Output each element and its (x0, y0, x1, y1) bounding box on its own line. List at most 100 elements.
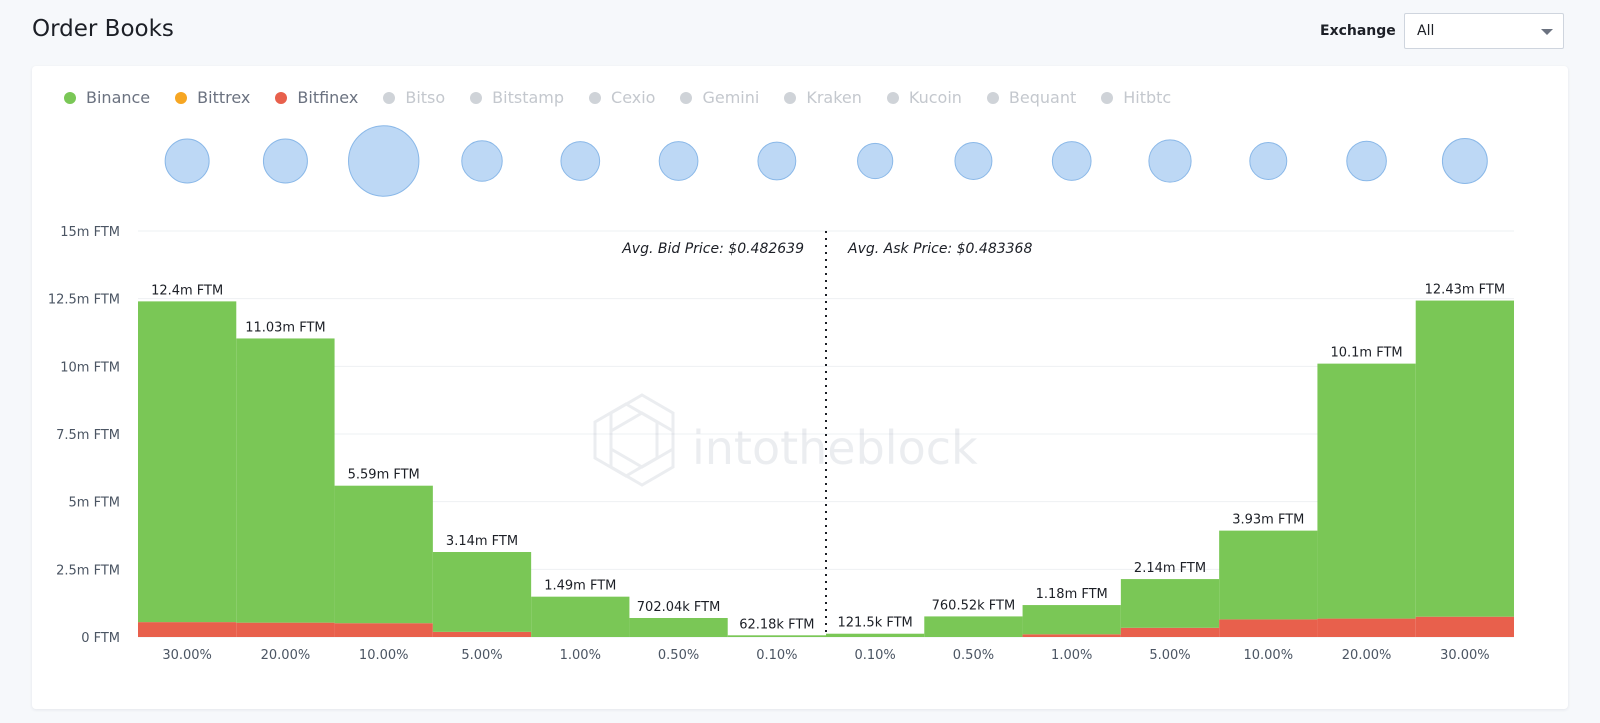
depth-bubble (348, 125, 420, 197)
page-title: Order Books (32, 16, 174, 42)
x-tick-label: 30.00% (1440, 648, 1490, 663)
legend-label: Binance (86, 88, 151, 107)
bar-total-label: 11.03m FTM (245, 320, 325, 335)
chevron-down-icon[interactable] (1541, 29, 1553, 35)
bar-bitfinex (334, 623, 433, 637)
order-book-card: Binance Bittrex Bitfinex Bitso Bitstamp Cexio… (32, 66, 1568, 709)
bar-bitfinex (1120, 627, 1220, 637)
legend-dot-icon (589, 91, 602, 104)
exchange-select-value: All (1417, 23, 1435, 39)
order-book-chart: 0 FTM 2.5m FTM 5m FTM 7.5m FTM 10m FTM 12.5m … (48, 125, 1514, 663)
bar-binance (432, 552, 532, 632)
bar-total-label: 10.1m FTM (1330, 346, 1402, 361)
bar-total-label: 3.14m FTM (446, 534, 518, 549)
depth-bubble (1346, 140, 1387, 182)
legend-dot-icon (470, 91, 483, 104)
watermark-hexagon (609, 393, 675, 469)
legend-item-kucoin[interactable]: Kucoin (886, 88, 962, 107)
legend-label: Bittrex (197, 88, 251, 107)
depth-bubble (560, 141, 601, 181)
exchange-label: Exchange (1320, 23, 1396, 39)
bar-binance (727, 635, 826, 637)
y-tick-label: 15m FTM (60, 225, 120, 240)
depth-bubble (1051, 141, 1092, 181)
x-tick-label: 0.50% (953, 648, 994, 663)
depth-bubble (1441, 138, 1488, 184)
watermark-hexagon (593, 402, 659, 478)
bar-total-label: 12.43m FTM (1425, 283, 1505, 298)
legend-dot-icon (383, 91, 396, 104)
y-tick-label: 2.5m FTM (56, 563, 120, 578)
x-tick-label: 5.00% (1149, 648, 1190, 663)
depth-bubble (857, 142, 894, 180)
x-tick-label: 10.00% (1243, 648, 1293, 663)
legend-dot-icon (886, 91, 899, 104)
legend-label: Bitstamp (492, 88, 565, 107)
legend-label: Kucoin (908, 88, 962, 107)
legend-item-bittrex[interactable]: Bittrex (175, 88, 250, 107)
legend-item-bitstamp[interactable]: Bitstamp (470, 88, 564, 107)
bar-bitfinex (138, 622, 237, 637)
bar-total-label: 702.04k FTM (637, 600, 721, 615)
bar-binance (629, 617, 728, 637)
legend-item-binance[interactable]: Binance (64, 88, 150, 107)
legend-item-bitso[interactable]: Bitso (383, 88, 445, 107)
bar-binance (1022, 605, 1121, 635)
chart-legend: Binance Bittrex Bitfinex Bitso Bitstamp Cexio… (64, 88, 1196, 107)
bar-binance (236, 338, 335, 623)
legend-item-gemini[interactable]: Gemini (680, 88, 759, 107)
legend-item-bitfinex[interactable]: Bitfinex (275, 88, 358, 107)
bar-total-label: 2.14m FTM (1134, 561, 1206, 576)
legend-label: Gemini (702, 88, 760, 107)
bar-total-label: 5.59m FTM (348, 468, 420, 483)
legend-item-kraken[interactable]: Kraken (784, 88, 862, 107)
watermark-logo (593, 393, 675, 487)
y-tick-label: 12.5m FTM (48, 293, 120, 308)
x-tick-label: 0.10% (854, 648, 895, 663)
avg-bid-price: Avg. Bid Price: $0.482639 (621, 241, 804, 257)
depth-bubble (658, 141, 699, 181)
depth-bubble (461, 140, 503, 182)
x-tick-label: 1.00% (560, 648, 601, 663)
legend-label: Bitso (405, 88, 446, 107)
x-tick-label: 20.00% (261, 648, 311, 663)
bar-total-label: 12.4m FTM (151, 283, 223, 298)
avg-ask-price: Avg. Ask Price: $0.483368 (847, 241, 1032, 257)
legend-dot-icon (175, 91, 188, 104)
bar-binance (531, 596, 630, 637)
legend-dot-icon (64, 91, 76, 104)
legend-item-hitbtc[interactable]: Hitbtc (1101, 88, 1171, 107)
bar-binance (826, 633, 925, 637)
depth-bubble (757, 141, 797, 181)
legend-label: Hitbtc (1123, 88, 1172, 107)
legend-item-bequant[interactable]: Bequant (986, 88, 1076, 107)
y-tick-label: 7.5m FTM (56, 428, 120, 443)
depth-bubble (1148, 139, 1192, 183)
y-tick-label: 10m FTM (60, 360, 120, 375)
x-tick-label: 30.00% (162, 648, 212, 663)
watermark-hexagon (609, 411, 675, 487)
y-tick-label: 0 FTM (81, 631, 120, 646)
bar-binance (138, 301, 237, 623)
x-tick-label: 20.00% (1342, 648, 1392, 663)
bar-bitfinex (236, 622, 335, 637)
bar-binance (1317, 363, 1416, 619)
bar-total-label: 1.49m FTM (544, 579, 616, 594)
depth-bubble (1249, 142, 1288, 180)
exchange-select[interactable]: All (1404, 13, 1564, 49)
bar-binance (1219, 530, 1318, 620)
bar-bitfinex (1022, 634, 1121, 637)
x-tick-label: 0.10% (756, 648, 797, 663)
legend-dot-icon (680, 91, 693, 104)
legend-item-cexio[interactable]: Cexio (589, 88, 655, 107)
bar-bitfinex (1219, 619, 1318, 637)
bar-binance (1415, 300, 1514, 617)
depth-bubble (954, 142, 993, 180)
bar-binance (1120, 579, 1220, 628)
legend-label: Kraken (806, 88, 862, 107)
bar-bitfinex (1415, 616, 1514, 637)
depth-bubble (164, 138, 210, 184)
bar-binance (334, 485, 433, 624)
bar-total-label: 3.93m FTM (1232, 513, 1304, 528)
header: Order Books Exchange All (0, 0, 1600, 64)
